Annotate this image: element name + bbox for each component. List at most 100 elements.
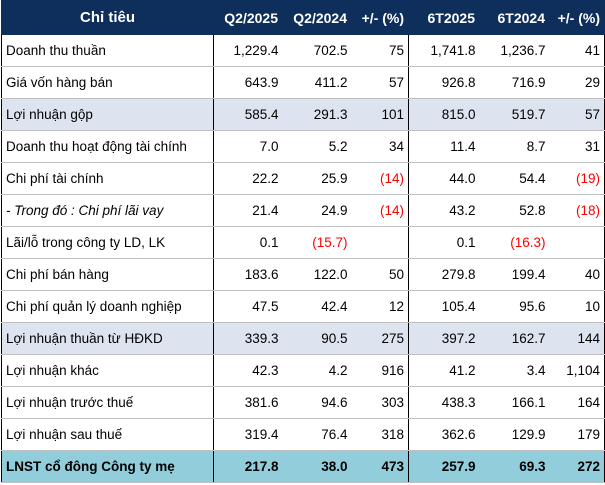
cell-q2-2025: 0.1 [213, 226, 283, 259]
table-row: Giá vốn hàng bán 643.9 411.2 57 926.8 71… [1, 66, 605, 99]
row-label: Lãi/lỗ trong công ty LD, LK [1, 226, 214, 259]
cell-quarter-change: 34 [351, 130, 409, 163]
cell-q2-2024: 94.6 [282, 386, 352, 419]
table-row-highlight: Lợi nhuận gộp 585.4 291.3 101 815.0 519.… [1, 98, 605, 131]
cell-half-change: 29 [549, 66, 605, 99]
header-q2-2024: Q2/2024 [282, 0, 352, 35]
cell-q2-2025: 47.5 [213, 290, 283, 323]
row-label: Chi phí quản lý doanh nghiệp [1, 290, 214, 323]
cell-h1-2024: 166.1 [479, 386, 550, 419]
cell-q2-2024: 25.9 [282, 162, 352, 195]
cell-h1-2024: 54.4 [479, 162, 550, 195]
cell-half-change: 179 [549, 418, 605, 451]
cell-h1-2025: 397.2 [408, 322, 480, 355]
cell-quarter-change: (14) [351, 194, 409, 227]
cell-q2-2025: 319.4 [213, 418, 283, 451]
cell-h1-2025: 105.4 [408, 290, 480, 323]
row-label: Lợi nhuận gộp [1, 98, 214, 131]
cell-quarter-change: 101 [351, 98, 409, 131]
cell-half-change: 272 [549, 450, 605, 483]
cell-h1-2024: 8.7 [479, 130, 550, 163]
cell-quarter-change: 318 [351, 418, 409, 451]
header-indicator: Chỉ tiêu [1, 0, 214, 35]
cell-h1-2024: 519.7 [479, 98, 550, 131]
cell-half-change: 40 [549, 258, 605, 291]
cell-half-change: (19) [549, 162, 605, 195]
row-label: Giá vốn hàng bán [1, 66, 214, 99]
cell-q2-2024: 4.2 [282, 354, 352, 387]
cell-quarter-change: 303 [351, 386, 409, 419]
cell-q2-2024: 90.5 [282, 322, 352, 355]
row-label: Chi phí bán hàng [1, 258, 214, 291]
table-row-highlight: Lợi nhuận thuần từ HĐKD 339.3 90.5 275 3… [1, 322, 605, 355]
cell-h1-2025: 43.2 [408, 194, 480, 227]
row-label: Doanh thu thuần [1, 34, 214, 67]
cell-q2-2024: 291.3 [282, 98, 352, 131]
cell-half-change: (18) [549, 194, 605, 227]
header-quarter-change: +/- (%) [351, 0, 409, 35]
cell-q2-2025: 22.2 [213, 162, 283, 195]
table-row-total: LNST cổ đông Công ty mẹ 217.8 38.0 473 2… [1, 450, 605, 483]
cell-half-change: 57 [549, 98, 605, 131]
cell-quarter-change: 57 [351, 66, 409, 99]
cell-h1-2024: (16.3) [479, 226, 550, 259]
cell-half-change: 164 [549, 386, 605, 419]
header-h1-2024: 6T2024 [479, 0, 550, 35]
cell-h1-2024: 3.4 [479, 354, 550, 387]
cell-q2-2025: 381.6 [213, 386, 283, 419]
row-label: Lợi nhuận trước thuế [1, 386, 214, 419]
cell-q2-2025: 183.6 [213, 258, 283, 291]
table-row: Chi phí quản lý doanh nghiệp 47.5 42.4 1… [1, 290, 605, 323]
cell-half-change: 10 [549, 290, 605, 323]
cell-q2-2024: 38.0 [282, 450, 352, 483]
row-label: Doanh thu hoạt động tài chính [1, 130, 214, 163]
cell-h1-2025: 41.2 [408, 354, 480, 387]
table-row: Chi phí tài chính 22.2 25.9 (14) 44.0 54… [1, 162, 605, 195]
cell-h1-2024: 199.4 [479, 258, 550, 291]
cell-q2-2024: (15.7) [282, 226, 352, 259]
cell-q2-2024: 702.5 [282, 34, 352, 67]
table-row: Lợi nhuận trước thuế 381.6 94.6 303 438.… [1, 386, 605, 419]
cell-h1-2024: 162.7 [479, 322, 550, 355]
cell-h1-2024: 1,236.7 [479, 34, 550, 67]
cell-quarter-change: 473 [351, 450, 409, 483]
cell-half-change: 41 [549, 34, 605, 67]
row-label: LNST cổ đông Công ty mẹ [1, 450, 214, 483]
cell-quarter-change [351, 226, 409, 259]
cell-half-change: 1,104 [549, 354, 605, 387]
cell-q2-2024: 122.0 [282, 258, 352, 291]
table-row: - Trong đó : Chi phí lãi vay 21.4 24.9 (… [1, 194, 605, 227]
table-row: Chi phí bán hàng 183.6 122.0 50 279.8 19… [1, 258, 605, 291]
table-row: Lợi nhuận khác 42.3 4.2 916 41.2 3.4 1,1… [1, 354, 605, 387]
cell-h1-2025: 257.9 [408, 450, 480, 483]
cell-h1-2025: 0.1 [408, 226, 480, 259]
table-row: Doanh thu thuần 1,229.4 702.5 75 1,741.8… [1, 34, 605, 67]
header-h1-2025: 6T2025 [408, 0, 480, 35]
header-q2-2025: Q2/2025 [213, 0, 283, 35]
cell-h1-2025: 926.8 [408, 66, 480, 99]
row-label: Lợi nhuận thuần từ HĐKD [1, 322, 214, 355]
cell-h1-2025: 362.6 [408, 418, 480, 451]
row-label: Lợi nhuận khác [1, 354, 214, 387]
cell-h1-2025: 1,741.8 [408, 34, 480, 67]
cell-q2-2025: 42.3 [213, 354, 283, 387]
cell-q2-2024: 5.2 [282, 130, 352, 163]
cell-half-change: 31 [549, 130, 605, 163]
row-label: Lợi nhuận sau thuế [1, 418, 214, 451]
table-row: Doanh thu hoạt động tài chính 7.0 5.2 34… [1, 130, 605, 163]
cell-q2-2024: 42.4 [282, 290, 352, 323]
header-half-change: +/- (%) [549, 0, 605, 35]
cell-half-change [549, 226, 605, 259]
cell-h1-2025: 438.3 [408, 386, 480, 419]
table-row: Lợi nhuận sau thuế 319.4 76.4 318 362.6 … [1, 418, 605, 451]
cell-quarter-change: 12 [351, 290, 409, 323]
cell-h1-2025: 815.0 [408, 98, 480, 131]
cell-half-change: 144 [549, 322, 605, 355]
cell-q2-2024: 76.4 [282, 418, 352, 451]
cell-h1-2024: 95.6 [479, 290, 550, 323]
cell-q2-2025: 1,229.4 [213, 34, 283, 67]
cell-q2-2025: 339.3 [213, 322, 283, 355]
cell-q2-2025: 643.9 [213, 66, 283, 99]
cell-quarter-change: 50 [351, 258, 409, 291]
